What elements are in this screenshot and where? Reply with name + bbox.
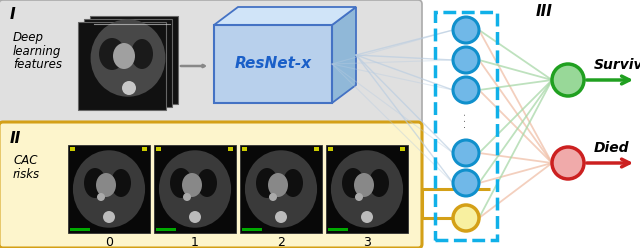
Circle shape [183,193,191,201]
Text: 3: 3 [363,236,371,248]
Circle shape [361,211,373,223]
Bar [242,228,262,231]
Ellipse shape [159,150,231,228]
Circle shape [453,77,479,103]
Circle shape [97,193,105,201]
Ellipse shape [99,38,125,70]
Text: ResNet-x: ResNet-x [234,57,312,71]
Ellipse shape [84,168,106,198]
Bar [326,145,408,233]
Ellipse shape [331,150,403,228]
Ellipse shape [170,168,192,198]
Bar [328,147,333,151]
Ellipse shape [342,168,364,198]
Bar [84,19,172,107]
Circle shape [453,170,479,196]
Ellipse shape [354,173,374,197]
Polygon shape [214,7,356,25]
Ellipse shape [111,169,131,197]
Circle shape [103,211,115,223]
Text: 1: 1 [191,236,199,248]
Ellipse shape [283,169,303,197]
Ellipse shape [131,39,153,69]
Bar [90,16,178,104]
Text: Survived: Survived [594,58,640,72]
Text: I: I [10,7,15,22]
Circle shape [453,140,479,166]
Text: III: III [536,4,553,19]
Bar [142,147,147,151]
Ellipse shape [268,173,288,197]
Circle shape [269,193,277,201]
Text: Died: Died [594,141,630,155]
Ellipse shape [256,168,278,198]
Text: features: features [13,58,62,70]
Text: · · ·: · · · [461,112,471,128]
FancyBboxPatch shape [0,0,422,126]
Bar [70,147,75,151]
Bar [242,147,247,151]
Ellipse shape [91,19,165,97]
Circle shape [552,64,584,96]
Text: CAC: CAC [13,154,38,166]
Ellipse shape [369,169,389,197]
Text: learning: learning [13,44,61,58]
Circle shape [122,81,136,95]
Polygon shape [332,7,356,103]
Bar [400,147,405,151]
Bar [154,145,236,233]
Circle shape [552,147,584,179]
Ellipse shape [73,150,145,228]
Bar [68,145,150,233]
Circle shape [189,211,201,223]
Circle shape [453,205,479,231]
Ellipse shape [96,173,116,197]
Bar [156,228,176,231]
Circle shape [453,47,479,73]
Bar [78,22,166,110]
Ellipse shape [113,43,135,69]
Bar [70,228,90,231]
Bar [314,147,319,151]
Text: risks: risks [13,167,40,181]
Circle shape [355,193,363,201]
Ellipse shape [182,173,202,197]
Bar [328,228,348,231]
Bar [240,145,322,233]
Bar [228,147,233,151]
Text: 0: 0 [105,236,113,248]
FancyBboxPatch shape [0,122,422,248]
Text: II: II [10,131,21,146]
Circle shape [275,211,287,223]
Ellipse shape [245,150,317,228]
Text: 2: 2 [277,236,285,248]
Ellipse shape [197,169,217,197]
Bar [214,25,332,103]
Circle shape [453,17,479,43]
Bar [156,147,161,151]
Text: Deep: Deep [13,31,44,44]
